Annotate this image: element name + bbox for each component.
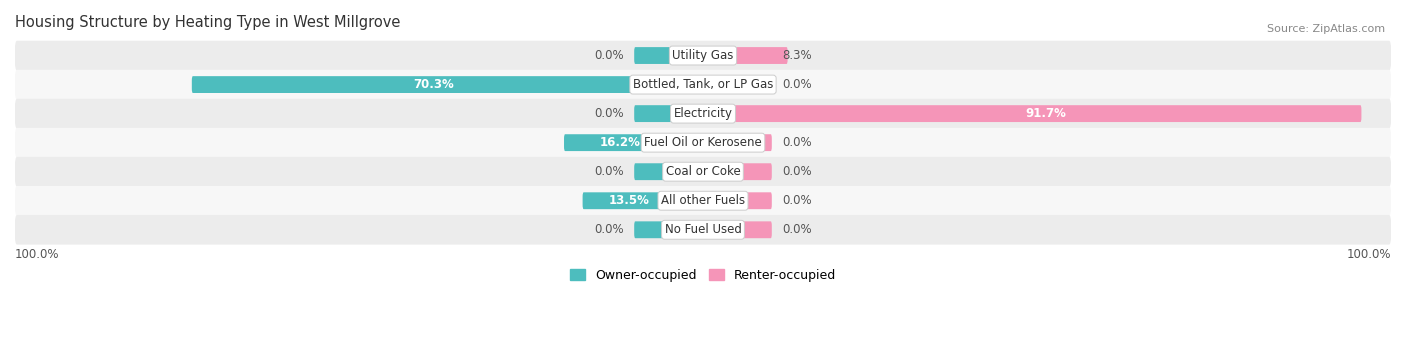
- Text: Housing Structure by Heating Type in West Millgrove: Housing Structure by Heating Type in Wes…: [15, 15, 401, 30]
- Text: 0.0%: 0.0%: [595, 223, 624, 236]
- Text: Source: ZipAtlas.com: Source: ZipAtlas.com: [1267, 24, 1385, 34]
- Text: 16.2%: 16.2%: [599, 136, 640, 149]
- FancyBboxPatch shape: [15, 41, 1391, 70]
- FancyBboxPatch shape: [731, 134, 772, 151]
- FancyBboxPatch shape: [634, 47, 675, 64]
- FancyBboxPatch shape: [731, 76, 772, 93]
- FancyBboxPatch shape: [15, 99, 1391, 129]
- Text: All other Fuels: All other Fuels: [661, 194, 745, 207]
- Text: 0.0%: 0.0%: [595, 107, 624, 120]
- FancyBboxPatch shape: [731, 192, 772, 209]
- FancyBboxPatch shape: [634, 221, 675, 238]
- FancyBboxPatch shape: [731, 105, 1361, 122]
- Text: 8.3%: 8.3%: [782, 49, 811, 62]
- FancyBboxPatch shape: [582, 192, 675, 209]
- Text: 100.0%: 100.0%: [15, 248, 59, 261]
- Text: Utility Gas: Utility Gas: [672, 49, 734, 62]
- FancyBboxPatch shape: [731, 221, 772, 238]
- Text: 0.0%: 0.0%: [782, 223, 811, 236]
- Text: 13.5%: 13.5%: [609, 194, 650, 207]
- FancyBboxPatch shape: [15, 70, 1391, 99]
- FancyBboxPatch shape: [191, 76, 675, 93]
- Text: 0.0%: 0.0%: [595, 49, 624, 62]
- FancyBboxPatch shape: [15, 186, 1391, 216]
- Text: 100.0%: 100.0%: [1347, 248, 1391, 261]
- FancyBboxPatch shape: [15, 215, 1391, 244]
- Text: 0.0%: 0.0%: [782, 165, 811, 178]
- FancyBboxPatch shape: [634, 163, 675, 180]
- FancyBboxPatch shape: [564, 134, 675, 151]
- Text: Electricity: Electricity: [673, 107, 733, 120]
- Text: 70.3%: 70.3%: [413, 78, 454, 91]
- Text: 91.7%: 91.7%: [1025, 107, 1066, 120]
- FancyBboxPatch shape: [15, 157, 1391, 187]
- Text: 0.0%: 0.0%: [782, 136, 811, 149]
- Text: 0.0%: 0.0%: [782, 194, 811, 207]
- Text: Fuel Oil or Kerosene: Fuel Oil or Kerosene: [644, 136, 762, 149]
- FancyBboxPatch shape: [634, 105, 675, 122]
- Text: 0.0%: 0.0%: [782, 78, 811, 91]
- FancyBboxPatch shape: [731, 47, 787, 64]
- Text: 0.0%: 0.0%: [595, 165, 624, 178]
- Legend: Owner-occupied, Renter-occupied: Owner-occupied, Renter-occupied: [565, 264, 841, 287]
- Text: Bottled, Tank, or LP Gas: Bottled, Tank, or LP Gas: [633, 78, 773, 91]
- FancyBboxPatch shape: [731, 163, 772, 180]
- FancyBboxPatch shape: [15, 128, 1391, 158]
- Text: Coal or Coke: Coal or Coke: [665, 165, 741, 178]
- Text: No Fuel Used: No Fuel Used: [665, 223, 741, 236]
